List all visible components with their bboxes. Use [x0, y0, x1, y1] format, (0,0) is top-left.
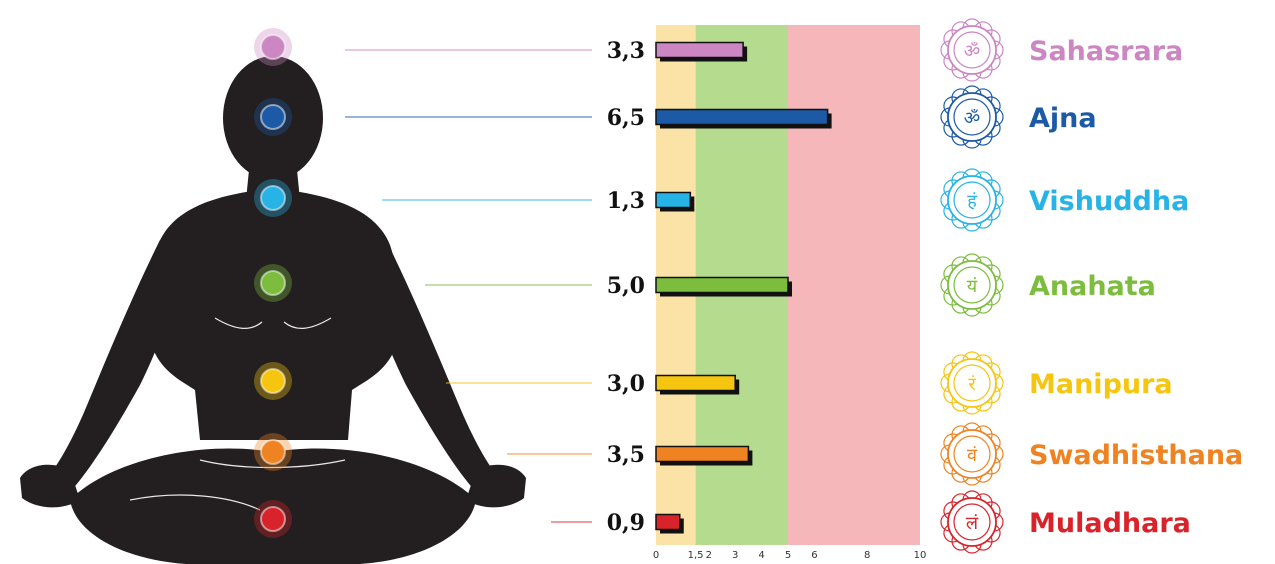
- bar-muladhara: [655, 513, 681, 531]
- chakra-symbol-vishuddha-icon: हं: [940, 168, 1004, 232]
- chakra-symbol-anahata-icon: यं: [940, 253, 1004, 317]
- chakra-glyph-ajna: ॐ: [964, 108, 980, 129]
- chakra-symbol-ajna-icon: ॐ: [940, 85, 1004, 149]
- chakra-name-swadhisthana: Swadhisthana: [1029, 440, 1243, 471]
- chakra-glyph-swadhisthana: वं: [967, 445, 978, 466]
- chakra-name-vishuddha: Vishuddha: [1029, 186, 1189, 217]
- chakra-point-manipura: [260, 368, 286, 394]
- chakra-point-sahasrara: [260, 34, 286, 60]
- chakra-name-muladhara: Muladhara: [1029, 508, 1191, 539]
- body-contour-lines: [129, 317, 346, 511]
- value-label-ajna: 6,5: [607, 105, 645, 131]
- x-tick-label: 3: [732, 550, 738, 561]
- chakra-point-ajna: [260, 104, 286, 130]
- chakra-glyph-anahata: यं: [967, 276, 978, 297]
- chakra-glyph-vishuddha: हं: [967, 191, 977, 212]
- bar-ajna: [655, 108, 829, 126]
- chakra-name-manipura: Manipura: [1029, 369, 1173, 400]
- bar-vishuddha: [655, 191, 692, 209]
- chakra-name-anahata: Anahata: [1029, 271, 1156, 302]
- x-tick-label: 8: [864, 550, 870, 561]
- chakra-glyph-muladhara: लं: [966, 513, 979, 534]
- value-label-manipura: 3,0: [607, 371, 645, 397]
- chakra-glyph-manipura: रं: [968, 374, 976, 395]
- chakra-symbol-sahasrara-icon: ॐ: [940, 18, 1004, 82]
- chakra-point-anahata: [260, 270, 286, 296]
- value-label-anahata: 5,0: [607, 273, 645, 299]
- chakra-point-vishuddha: [260, 185, 286, 211]
- bar-sahasrara: [655, 41, 744, 59]
- x-tick-label: 4: [758, 550, 764, 561]
- x-tick-label: 10: [914, 550, 927, 561]
- x-tick-label: 2: [706, 550, 712, 561]
- meditating-figure-icon: [20, 56, 526, 564]
- bar-anahata: [655, 276, 789, 294]
- bar-manipura: [655, 374, 736, 392]
- x-tick-label: 5: [785, 550, 791, 561]
- value-label-swadhisthana: 3,5: [607, 442, 645, 468]
- chakra-symbol-swadhisthana-icon: वं: [940, 422, 1004, 486]
- chakra-name-ajna: Ajna: [1029, 103, 1097, 134]
- chakra-glyph-sahasrara: ॐ: [964, 41, 980, 62]
- chakra-name-sahasrara: Sahasrara: [1029, 36, 1183, 67]
- chakra-point-muladhara: [260, 506, 286, 532]
- chakra-symbol-manipura-icon: रं: [940, 351, 1004, 415]
- value-label-sahasrara: 3,3: [607, 38, 645, 64]
- range-band-2: [788, 25, 920, 545]
- x-tick-label: 1,5: [688, 550, 704, 561]
- chakra-point-swadhisthana: [260, 439, 286, 465]
- x-tick-label: 0: [653, 550, 659, 561]
- chakra-symbol-muladhara-icon: लं: [940, 490, 1004, 554]
- value-label-vishuddha: 1,3: [607, 188, 645, 214]
- x-tick-label: 6: [811, 550, 817, 561]
- value-label-muladhara: 0,9: [607, 510, 645, 536]
- bar-swadhisthana: [655, 445, 750, 463]
